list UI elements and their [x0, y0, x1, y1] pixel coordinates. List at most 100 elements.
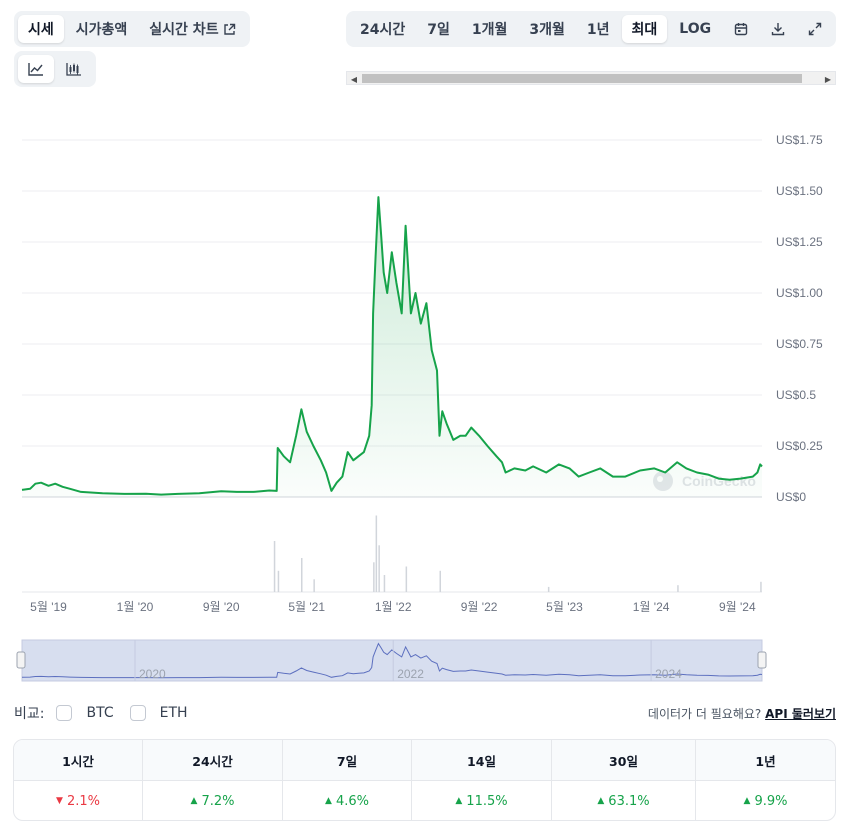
- up-arrow-icon: ▲: [455, 796, 463, 806]
- y-tick-label: US$1.50: [776, 184, 823, 198]
- up-arrow-icon: ▲: [190, 796, 198, 806]
- volume-bar: [383, 575, 386, 592]
- range-7d-label: 7일: [427, 22, 450, 38]
- volume-bar: [277, 570, 280, 593]
- range-3m-button[interactable]: 3개월: [519, 15, 575, 43]
- price-chart: US$1.75 US$1.50 US$1.25 US$1.00 US$0.75 US$0.…: [16, 133, 823, 682]
- range-1m-label: 1개월: [471, 22, 508, 38]
- range-24h-label: 24시간: [360, 22, 406, 38]
- line-chart-icon: [28, 62, 44, 76]
- api-note-text: 데이터가 더 필요해요?: [647, 707, 762, 721]
- navigator-line: [21, 642, 763, 679]
- tab-live-chart-label: 실시간 차트: [149, 22, 219, 38]
- y-tick-label: US$1.75: [776, 133, 823, 147]
- compare-label: 비교:: [14, 706, 45, 722]
- calendar-icon: [734, 22, 748, 36]
- candlestick-chart-icon: [66, 62, 82, 76]
- performance-value: 7.2%: [201, 793, 235, 809]
- y-axis: US$1.75 US$1.50 US$1.25 US$1.00 US$0.75 US$0.…: [776, 133, 823, 504]
- x-tick-label: 5월 '23: [546, 600, 583, 614]
- expand-icon: [808, 22, 822, 36]
- tab-price-label: 시세: [28, 22, 54, 38]
- log-scale-button[interactable]: LOG: [669, 15, 721, 43]
- volume-bar: [301, 558, 303, 592]
- scroll-right-icon[interactable]: ▶: [824, 74, 832, 84]
- range-24h-button[interactable]: 24시간: [350, 15, 415, 43]
- x-tick-label: 1월 '22: [375, 600, 412, 614]
- performance-period-label: 30일: [552, 740, 696, 780]
- range-1m-button[interactable]: 1개월: [462, 15, 518, 43]
- performance-table: 1시간 24시간 7일 14일 30일 1년 ▼ 2.1% ▲ 7.2% ▲ 4.6% ▲ 11.5% ▲…: [13, 739, 836, 821]
- fullscreen-button[interactable]: [797, 15, 832, 43]
- api-link[interactable]: API 둘러보기: [765, 707, 836, 721]
- compare-row: 비교: BTC ETH: [14, 703, 188, 723]
- performance-period-label: 24시간: [143, 740, 283, 780]
- volume-bar: [378, 545, 380, 593]
- volume-bar: [375, 515, 378, 592]
- download-button[interactable]: [760, 15, 795, 43]
- x-tick-label: 1월 '24: [633, 600, 670, 614]
- date-picker-button[interactable]: [723, 15, 758, 43]
- compare-btc-checkbox[interactable]: [56, 705, 73, 721]
- chart-type-toggle: [14, 51, 96, 87]
- x-tick-label: 5월 '19: [30, 600, 67, 614]
- tab-live-chart[interactable]: 실시간 차트: [139, 15, 245, 43]
- x-tick-label: 9월 '24: [719, 600, 756, 614]
- compare-eth-label[interactable]: ETH: [159, 705, 188, 721]
- performance-value: 2.1%: [66, 793, 100, 809]
- volume-bars: [22, 515, 762, 593]
- y-tick-label: US$0.75: [776, 337, 823, 351]
- chart-navigator[interactable]: 2020 2022 2024: [16, 639, 767, 682]
- performance-header-row: 1시간 24시간 7일 14일 30일 1년: [14, 740, 835, 781]
- performance-value-cell: ▲ 4.6%: [283, 781, 412, 820]
- navigator-left-handle[interactable]: [16, 651, 26, 669]
- price-area: [22, 197, 762, 497]
- candlestick-chart-button[interactable]: [56, 55, 92, 83]
- x-tick-label: 5월 '21: [288, 600, 325, 614]
- range-1y-button[interactable]: 1년: [577, 15, 620, 43]
- performance-value: 9.9%: [754, 793, 788, 809]
- y-tick-label: US$0.25: [776, 439, 823, 453]
- performance-value: 11.5%: [466, 793, 508, 809]
- price-line: [21, 196, 763, 496]
- range-7d-button[interactable]: 7일: [417, 15, 460, 43]
- tab-price[interactable]: 시세: [18, 15, 64, 43]
- volume-bar: [677, 585, 679, 592]
- performance-period-label: 14일: [412, 740, 552, 780]
- range-scrollbar[interactable]: ◀ ▶: [346, 71, 836, 85]
- performance-value-cell: ▲ 7.2%: [143, 781, 283, 820]
- volume-bar: [405, 566, 408, 592]
- range-3m-label: 3개월: [529, 22, 565, 38]
- performance-value: 63.1%: [608, 793, 650, 809]
- up-arrow-icon: ▲: [743, 796, 751, 806]
- x-tick-label: 9월 '22: [461, 600, 498, 614]
- compare-btc-label[interactable]: BTC: [86, 705, 114, 721]
- performance-value-row: ▼ 2.1% ▲ 7.2% ▲ 4.6% ▲ 11.5% ▲ 63.1% ▲ 9.9%: [14, 781, 835, 820]
- y-tick-label: US$1.25: [776, 235, 823, 249]
- range-1y-label: 1년: [586, 22, 610, 38]
- scroll-left-icon[interactable]: ◀: [350, 74, 358, 84]
- y-tick-label: US$0.5: [776, 388, 816, 402]
- performance-period-label: 7일: [283, 740, 412, 780]
- tab-market-cap-label: 시가총액: [75, 22, 128, 38]
- scroll-thumb[interactable]: [362, 74, 802, 83]
- performance-period-label: 1시간: [14, 740, 143, 780]
- volume-bar: [439, 570, 441, 593]
- performance-value-cell: ▲ 9.9%: [696, 781, 835, 820]
- y-tick-label: US$0: [776, 490, 806, 504]
- volume-bar: [760, 581, 762, 592]
- up-arrow-icon: ▲: [325, 796, 332, 806]
- volume-bar: [313, 579, 315, 593]
- download-icon: [771, 22, 785, 36]
- compare-eth-checkbox[interactable]: [129, 705, 146, 721]
- navigator-right-handle[interactable]: [757, 651, 767, 669]
- api-note: 데이터가 더 필요해요? API 둘러보기: [648, 705, 836, 722]
- view-tabs: 시세 시가총액 실시간 차트: [14, 11, 250, 47]
- up-arrow-icon: ▲: [597, 796, 605, 806]
- volume-bar: [273, 541, 276, 592]
- range-max-button[interactable]: 최대: [621, 15, 668, 43]
- navigator-tick-label: 2020: [139, 667, 166, 681]
- line-chart-button[interactable]: [18, 55, 54, 83]
- tab-market-cap[interactable]: 시가총액: [66, 15, 138, 43]
- x-tick-label: 9월 '20: [203, 600, 240, 614]
